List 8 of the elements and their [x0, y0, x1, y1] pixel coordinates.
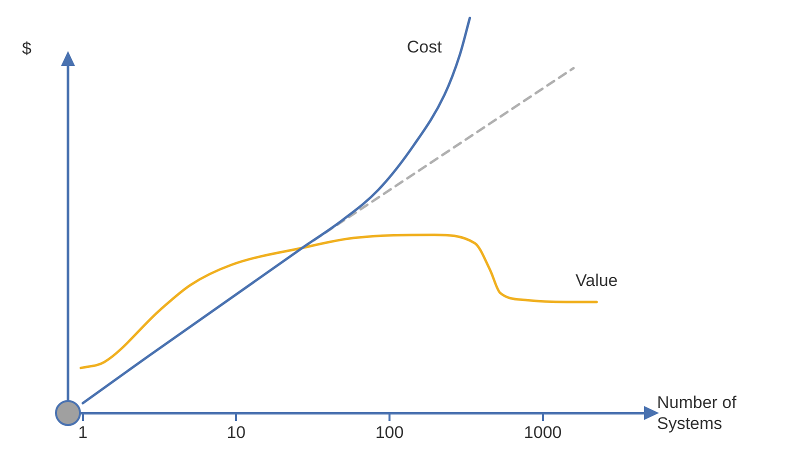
series-label: Value [576, 271, 618, 290]
y-axis-title: $ [22, 38, 32, 59]
x-axis-title: Number of Systems [657, 392, 738, 434]
x-tick-label: 1 [78, 422, 88, 442]
series-label: Cost [406, 38, 442, 57]
x-tick-label: 10 [226, 422, 246, 442]
x-tick-label: 1000 [524, 422, 562, 442]
x-tick-label: 100 [375, 422, 404, 442]
